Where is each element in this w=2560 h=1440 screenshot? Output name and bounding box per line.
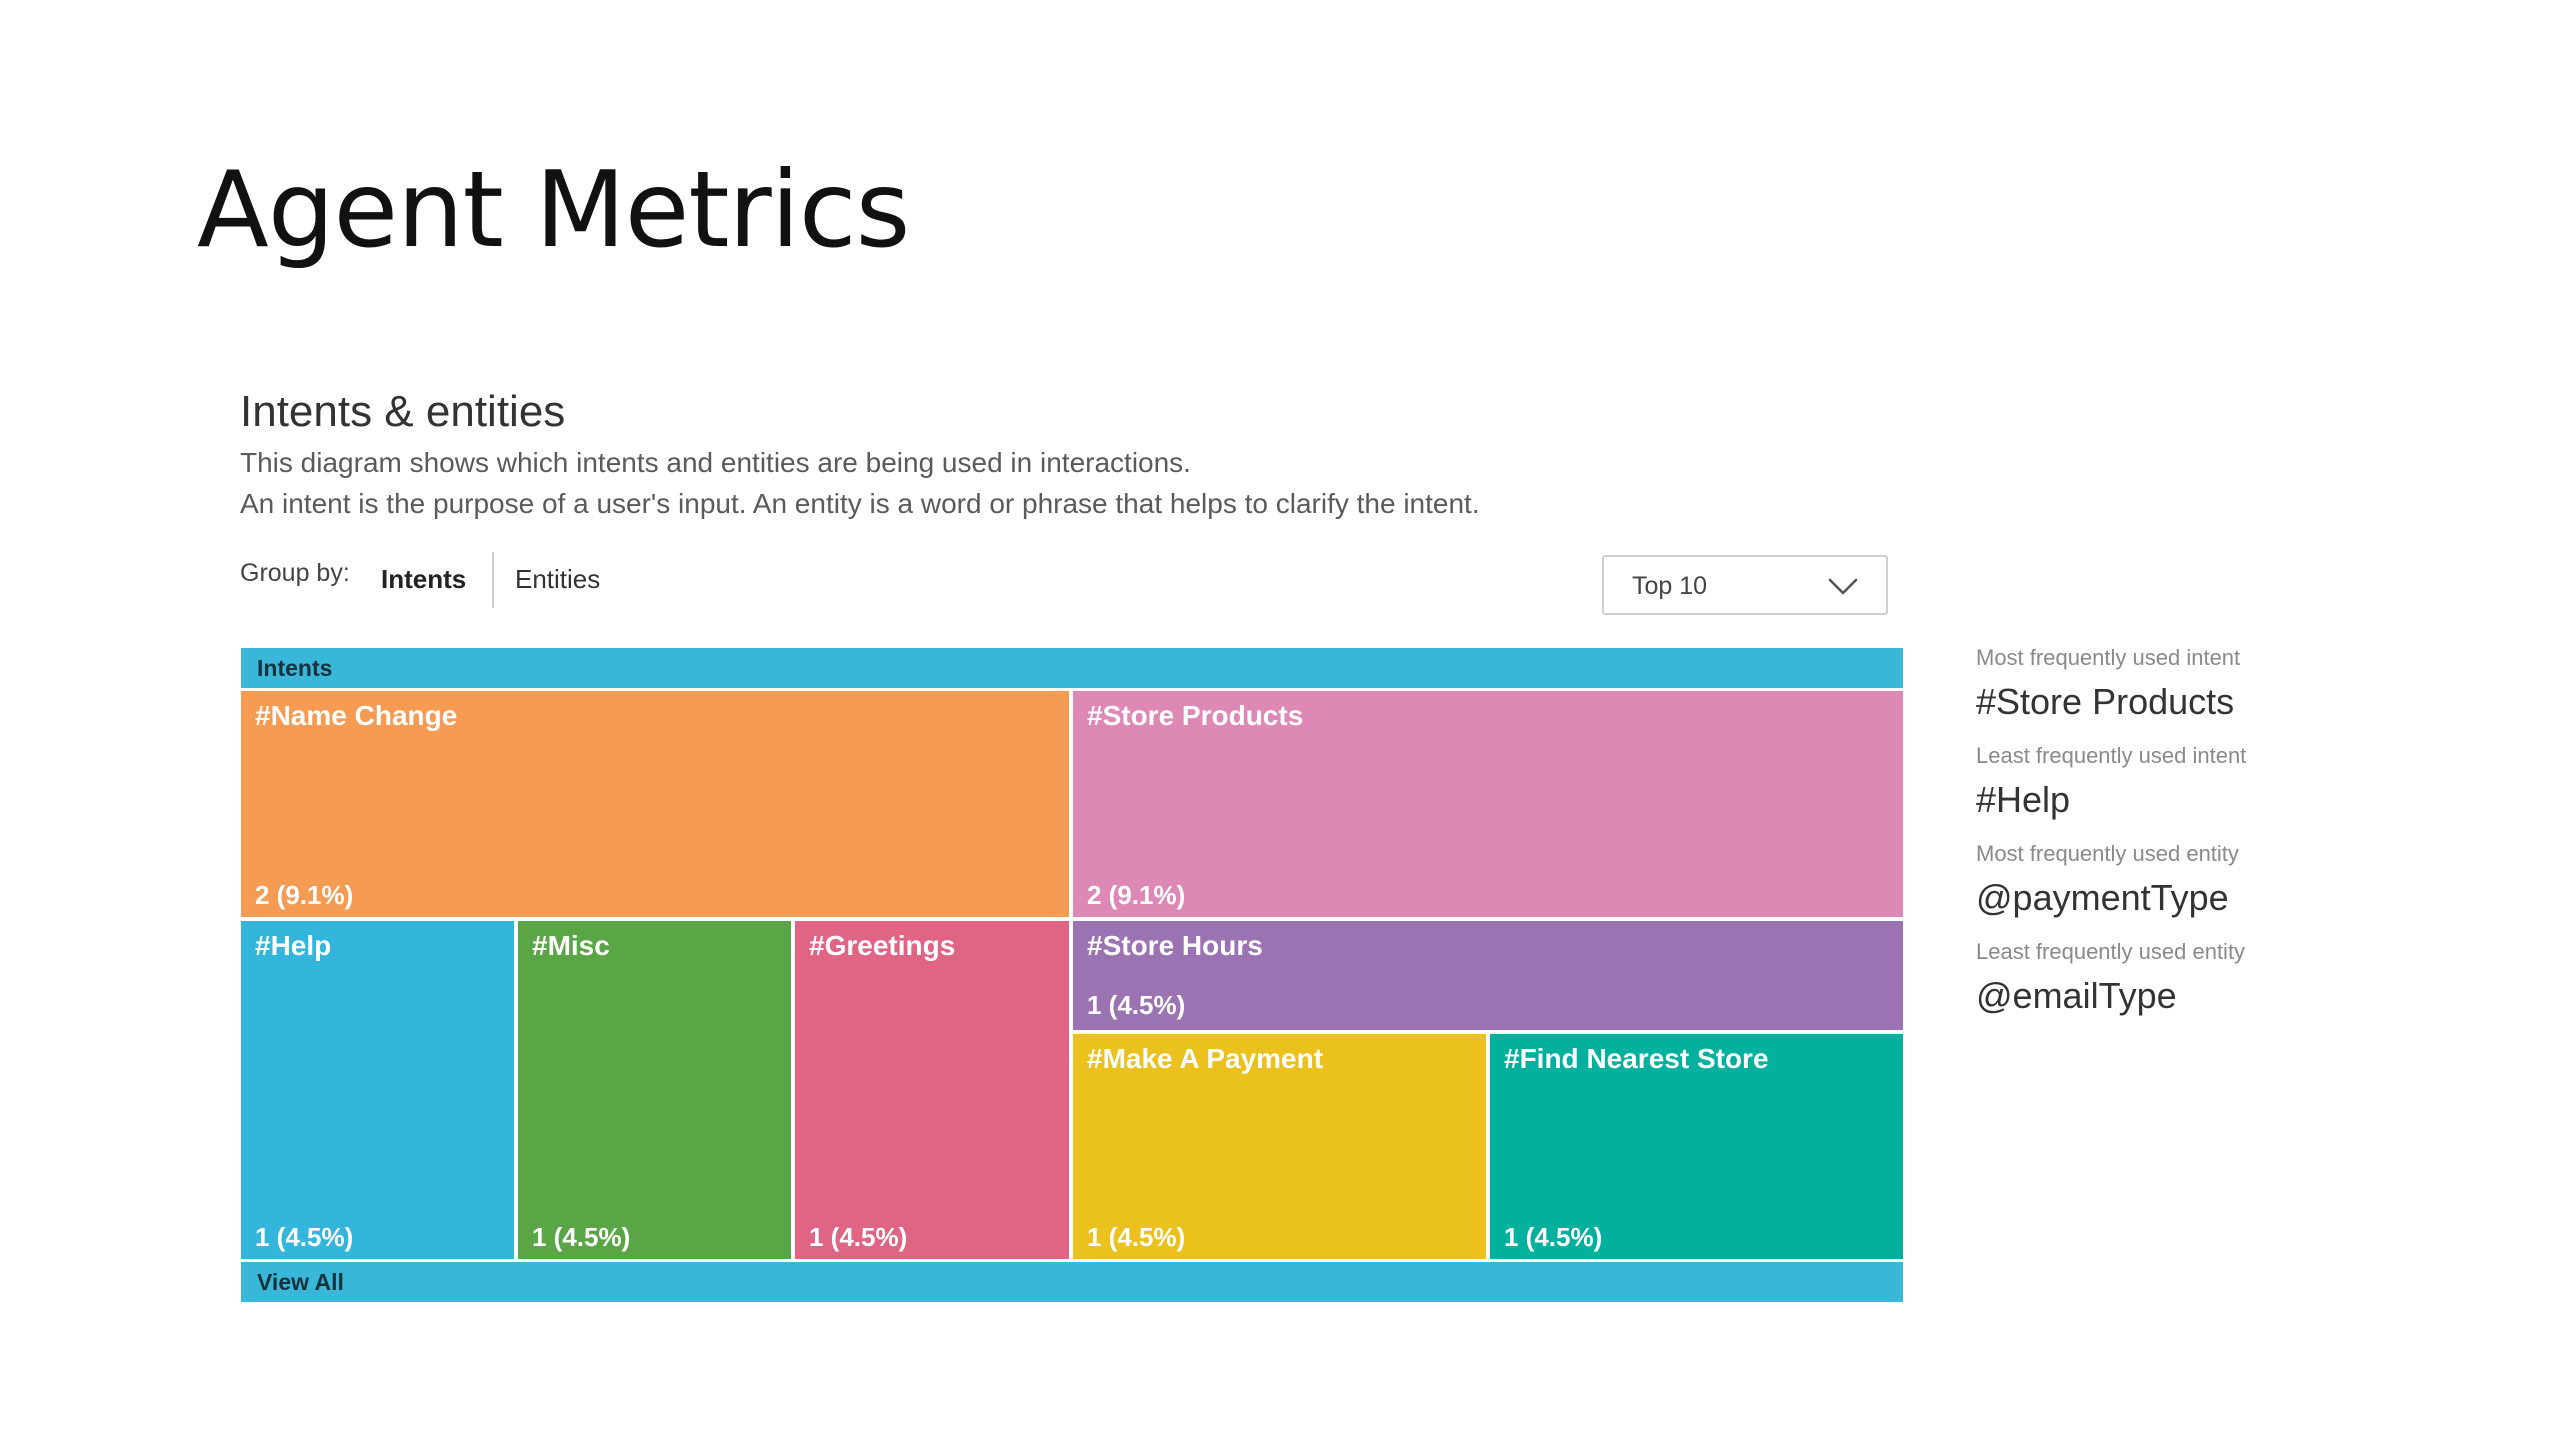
tile-find-nearest-store[interactable]: #Find Nearest Store 1 (4.5%) [1490, 1034, 1903, 1259]
tile-count: 2 (9.1%) [255, 880, 354, 910]
stat-value: @paymentType [1976, 877, 2229, 918]
tile-label: #Store Hours [1087, 930, 1263, 961]
tile-label: #Make A Payment [1087, 1043, 1324, 1074]
tile-label: #Store Products [1087, 700, 1304, 731]
tile-label: #Greetings [809, 930, 956, 961]
group-by-label: Group by: [240, 559, 350, 587]
tile-greetings[interactable]: #Greetings 1 (4.5%) [795, 921, 1069, 1259]
tile-misc[interactable]: #Misc 1 (4.5%) [518, 921, 791, 1259]
stat-value: #Store Products [1976, 681, 2235, 722]
stat-label: Least frequently used entity [1976, 939, 2246, 964]
tile-label: #Help [255, 930, 332, 961]
tile-count: 2 (9.1%) [1087, 880, 1186, 910]
tile-count: 1 (4.5%) [809, 1222, 908, 1252]
stat-label: Most frequently used entity [1976, 841, 2239, 866]
tile-label: #Misc [532, 930, 610, 961]
tile-store-hours[interactable]: #Store Hours 1 (4.5%) [1073, 921, 1903, 1030]
stat-label: Least frequently used intent [1976, 743, 2247, 768]
tile-make-a-payment[interactable]: #Make A Payment 1 (4.5%) [1073, 1034, 1486, 1259]
tile-count: 1 (4.5%) [1087, 990, 1186, 1020]
tile-help[interactable]: #Help 1 (4.5%) [241, 921, 514, 1259]
chevron-down-icon [1828, 578, 1858, 595]
treemap-header-intents: Intents [241, 648, 1903, 688]
tile-name-change[interactable]: #Name Change 2 (9.1%) [241, 691, 1069, 917]
description-line-1: This diagram shows which intents and ent… [240, 447, 1191, 478]
description-line-2: An intent is the purpose of a user's inp… [240, 488, 1480, 519]
tab-entities[interactable]: Entities [515, 564, 601, 594]
tile-count: 1 (4.5%) [532, 1222, 631, 1252]
top-n-select-value: Top 10 [1632, 572, 1708, 600]
view-all-link[interactable]: View All [241, 1262, 1903, 1302]
stat-label: Most frequently used intent [1976, 645, 2241, 670]
tab-divider [492, 552, 494, 608]
tile-store-products[interactable]: #Store Products 2 (9.1%) [1073, 691, 1903, 917]
tile-count: 1 (4.5%) [1504, 1222, 1603, 1252]
top-n-select[interactable]: Top 10 [1602, 555, 1888, 615]
tab-intents[interactable]: Intents [381, 564, 467, 594]
tile-label: #Find Nearest Store [1504, 1043, 1769, 1074]
slide-title: Agent Metrics [197, 149, 910, 271]
tile-count: 1 (4.5%) [255, 1222, 354, 1252]
stat-value: #Help [1976, 779, 2071, 820]
section-title: Intents & entities [240, 387, 566, 436]
tile-label: #Name Change [255, 700, 458, 731]
stat-value: @emailType [1976, 975, 2177, 1016]
intents-treemap: Intents #Name Change 2 (9.1%) #Store Pro… [241, 648, 1903, 1302]
usage-summary: Most frequently used intent #Store Produ… [1976, 642, 2376, 1036]
tile-count: 1 (4.5%) [1087, 1222, 1186, 1252]
